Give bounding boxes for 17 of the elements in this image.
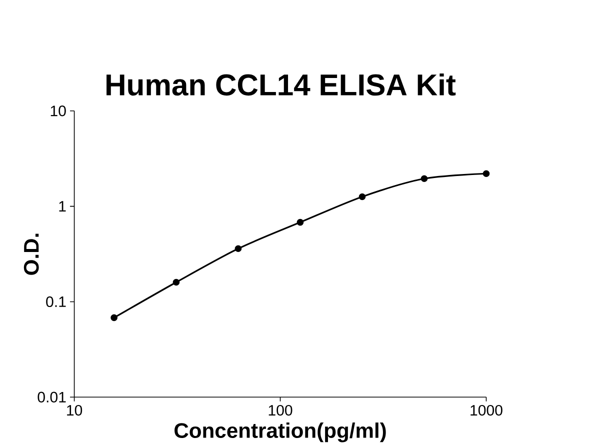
y-tick-label: 1 xyxy=(59,201,66,212)
y-tick-label: 0.1 xyxy=(46,296,66,307)
point xyxy=(110,314,118,322)
x-axis-title: Concentration(pg/ml) xyxy=(174,422,386,442)
point xyxy=(482,170,490,177)
point xyxy=(234,245,242,252)
x-tick-label: 100 xyxy=(268,404,292,416)
point xyxy=(296,218,304,226)
x-tick-label: 10 xyxy=(67,404,82,416)
point xyxy=(172,278,180,286)
x-tick-label: 1000 xyxy=(470,404,502,416)
chart-title: Human CCL14 ELISA Kit xyxy=(106,73,456,96)
y-tick-label: 10 xyxy=(50,105,66,116)
point xyxy=(358,193,366,200)
point xyxy=(420,175,428,182)
y-tick-label: 0.01 xyxy=(38,392,66,402)
y-axis-title: O.D. xyxy=(24,234,39,275)
